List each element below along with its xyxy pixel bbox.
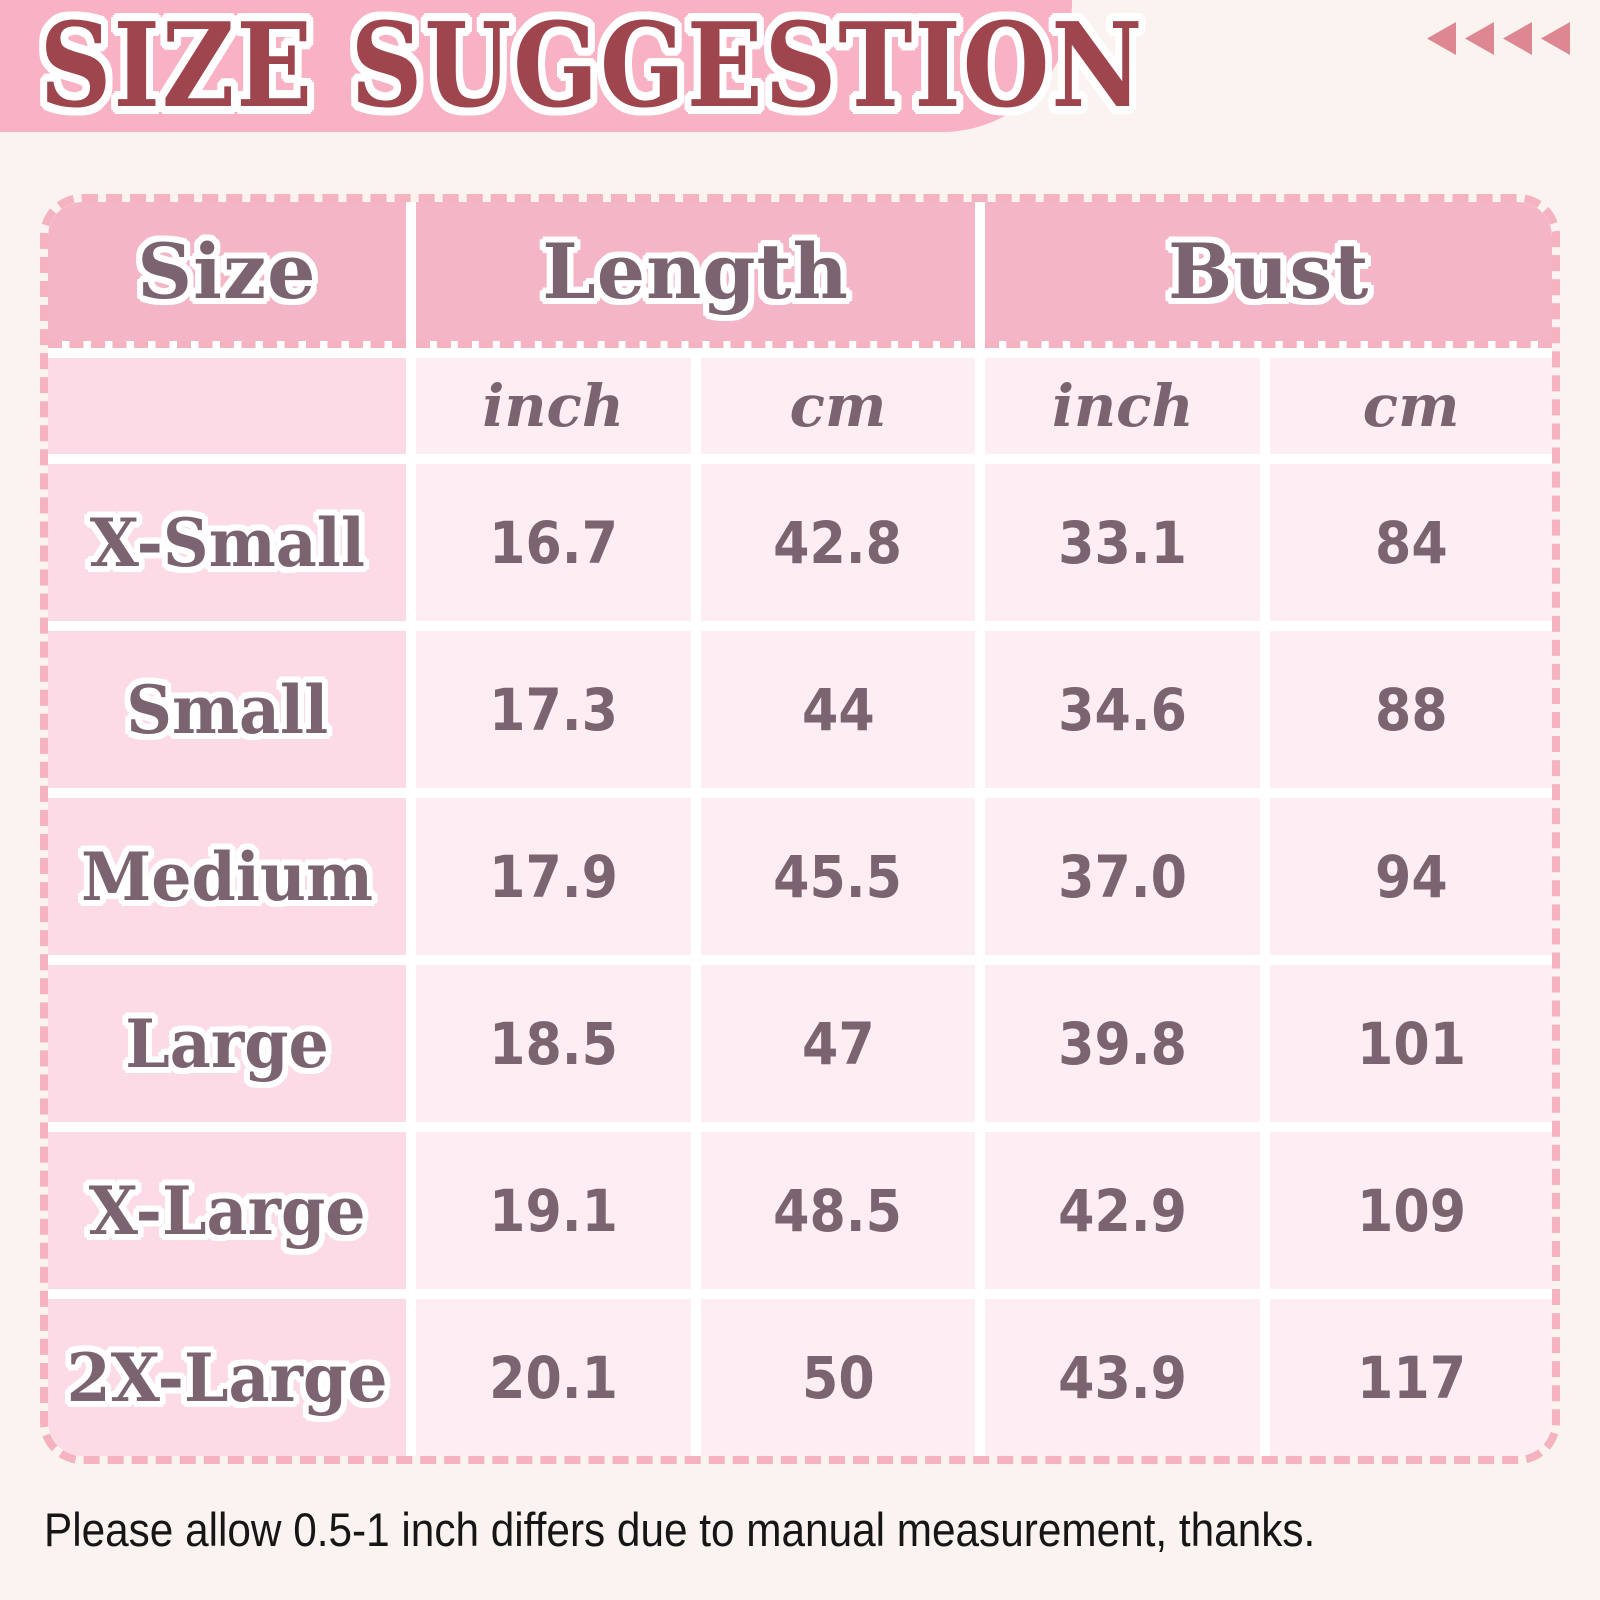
value: 33.1 — [1058, 508, 1188, 577]
row-2xlarge-length-inch: 20.1 — [415, 1299, 691, 1456]
unit-label: inch — [1051, 372, 1194, 440]
row-xsmall-size-label-cell: X-Small — [48, 464, 406, 621]
col-header-size: Size — [48, 202, 406, 348]
col-header-length: Length — [415, 202, 976, 348]
row-xsmall-bust-inch: 33.1 — [985, 464, 1261, 621]
col-header-bust-label: Bust — [1167, 227, 1370, 316]
value: 42.9 — [1058, 1176, 1188, 1245]
chevron-left-icon — [1541, 22, 1570, 55]
value: 94 — [1374, 842, 1448, 911]
unit-label: inch — [482, 372, 624, 440]
row-medium-bust-inch: 37.0 — [985, 798, 1261, 955]
value: 39.8 — [1058, 1009, 1188, 1078]
measurement-note: Please allow 0.5-1 inch differs due to m… — [44, 1503, 1316, 1556]
size-chart-table: Size Length Bust inch cm inch cm X-Small… — [40, 194, 1560, 1464]
chevron-left-icon — [1427, 22, 1456, 55]
value: 16.7 — [488, 508, 618, 577]
value: 88 — [1374, 675, 1448, 744]
value: 117 — [1356, 1343, 1466, 1412]
row-small-size-label-cell: Small — [48, 631, 406, 788]
row-large-bust-cm: 101 — [1270, 965, 1552, 1122]
size-label: 2X-Large — [66, 1338, 388, 1417]
size-label: Small — [125, 670, 328, 749]
unit-cell-length-inch: inch — [415, 358, 691, 454]
value: 42.8 — [773, 508, 903, 577]
value: 37.0 — [1058, 842, 1188, 911]
col-header-length-label: Length — [542, 227, 849, 316]
row-medium-size-label-cell: Medium — [48, 798, 406, 955]
row-medium-length-inch: 17.9 — [415, 798, 691, 955]
row-small-bust-inch: 34.6 — [985, 631, 1261, 788]
unit-cell-bust-cm: cm — [1270, 358, 1552, 454]
value: 48.5 — [773, 1176, 903, 1245]
value: 34.6 — [1058, 675, 1188, 744]
row-large-size-label-cell: Large — [48, 965, 406, 1122]
unit-cell-empty — [48, 358, 406, 454]
unit-label: cm — [1362, 372, 1460, 440]
value: 44 — [801, 675, 875, 744]
row-medium-length-cm: 45.5 — [700, 798, 976, 955]
title-banner: SIZE SUGGESTION — [0, 0, 1142, 134]
value: 45.5 — [773, 842, 903, 911]
col-header-bust: Bust — [985, 202, 1552, 348]
col-header-size-label: Size — [137, 227, 317, 316]
row-xlarge-length-cm: 48.5 — [700, 1132, 976, 1289]
row-large-length-inch: 18.5 — [415, 965, 691, 1122]
row-xlarge-size-label-cell: X-Large — [48, 1132, 406, 1289]
value: 101 — [1356, 1009, 1466, 1078]
value: 84 — [1374, 508, 1448, 577]
row-small-bust-cm: 88 — [1270, 631, 1552, 788]
row-xsmall-bust-cm: 84 — [1270, 464, 1552, 621]
value: 47 — [801, 1009, 875, 1078]
row-large-length-cm: 47 — [700, 965, 976, 1122]
value: 109 — [1356, 1176, 1466, 1245]
size-label: X-Small — [89, 503, 365, 582]
row-xlarge-length-inch: 19.1 — [415, 1132, 691, 1289]
row-xsmall-length-cm: 42.8 — [700, 464, 976, 621]
row-2xlarge-length-cm: 50 — [700, 1299, 976, 1456]
row-small-length-cm: 44 — [700, 631, 976, 788]
chevron-left-icon — [1503, 22, 1532, 55]
value: 19.1 — [488, 1176, 618, 1245]
value: 17.9 — [488, 842, 618, 911]
size-label: Medium — [80, 837, 373, 916]
chevrons-decor — [1427, 22, 1570, 55]
value: 20.1 — [488, 1343, 618, 1412]
value: 50 — [801, 1343, 875, 1412]
row-2xlarge-bust-inch: 43.9 — [985, 1299, 1261, 1456]
value: 17.3 — [488, 675, 618, 744]
value: 18.5 — [488, 1009, 618, 1078]
size-chart-grid: Size Length Bust inch cm inch cm X-Small… — [48, 202, 1552, 1456]
unit-cell-bust-inch: inch — [985, 358, 1261, 454]
row-small-length-inch: 17.3 — [415, 631, 691, 788]
size-label: X-Large — [88, 1171, 366, 1250]
row-2xlarge-size-label-cell: 2X-Large — [48, 1299, 406, 1456]
unit-label: cm — [789, 372, 887, 440]
row-xsmall-length-inch: 16.7 — [415, 464, 691, 621]
row-2xlarge-bust-cm: 117 — [1270, 1299, 1552, 1456]
row-xlarge-bust-cm: 109 — [1270, 1132, 1552, 1289]
chevron-left-icon — [1465, 22, 1494, 55]
row-xlarge-bust-inch: 42.9 — [985, 1132, 1261, 1289]
size-label: Large — [125, 1004, 329, 1083]
page-title: SIZE SUGGESTION — [39, 0, 1145, 134]
unit-cell-length-cm: cm — [700, 358, 976, 454]
value: 43.9 — [1058, 1343, 1188, 1412]
row-large-bust-inch: 39.8 — [985, 965, 1261, 1122]
row-medium-bust-cm: 94 — [1270, 798, 1552, 955]
